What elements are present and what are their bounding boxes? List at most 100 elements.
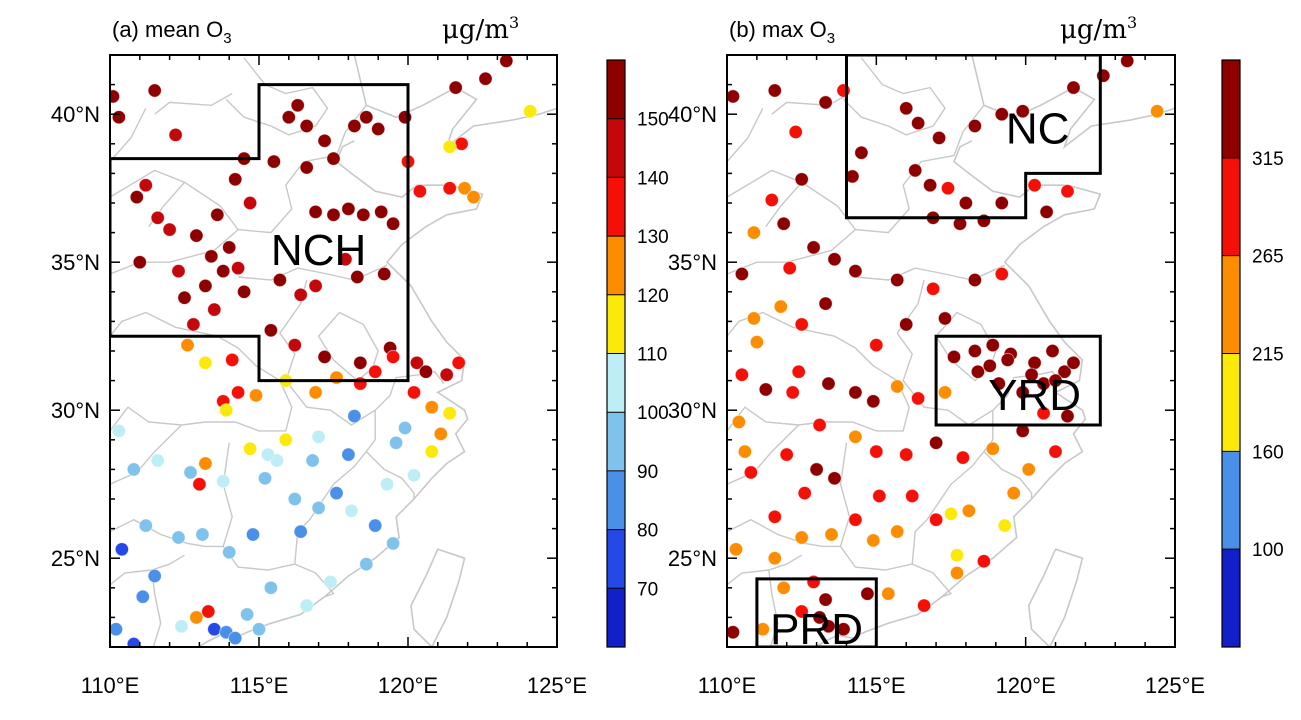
station-point	[734, 266, 749, 281]
station-point	[412, 184, 427, 199]
station-point	[1027, 355, 1042, 370]
station-point	[192, 477, 207, 492]
province-boundary	[983, 451, 1033, 499]
colorbar-segment	[607, 412, 625, 472]
colorbar-label: 315	[1252, 149, 1284, 170]
x-tick-label: 110°E	[698, 673, 757, 698]
station-point	[848, 264, 863, 279]
colorbar-segment	[607, 588, 625, 648]
station-point	[374, 204, 389, 219]
station-point	[767, 83, 782, 98]
station-point	[293, 287, 308, 302]
station-point	[326, 151, 341, 166]
province-boundary	[935, 311, 997, 382]
coastline-segment	[971, 55, 1175, 150]
province-boundary	[771, 92, 850, 115]
station-point	[944, 506, 959, 521]
station-point	[961, 503, 976, 518]
station-point	[779, 447, 794, 462]
station-point	[1120, 55, 1135, 68]
station-point	[836, 83, 851, 98]
panel-title: (b) max O3	[729, 17, 835, 47]
province-boundary	[727, 424, 800, 485]
colorbar: 100 160 215 265 315	[1221, 59, 1284, 648]
y-tick-label: 30°N	[51, 398, 100, 423]
station-point	[171, 264, 186, 279]
station-point	[1006, 486, 1021, 501]
station-point	[174, 619, 189, 634]
station-point	[812, 417, 827, 432]
colorbar-segment	[607, 470, 625, 530]
unit-label: μg/m3	[442, 13, 519, 45]
station-point	[195, 527, 210, 542]
colorbar-label: 130	[637, 227, 669, 248]
station-point	[782, 261, 797, 276]
station-point	[727, 89, 740, 104]
colorbar-label: 140	[637, 168, 669, 189]
station-point	[126, 462, 141, 477]
station-point	[186, 317, 201, 332]
station-point	[764, 192, 779, 207]
station-point	[994, 107, 1009, 122]
station-point	[929, 435, 944, 450]
station-point	[171, 530, 186, 545]
colorbar-segment	[607, 529, 625, 589]
map-frame	[109, 54, 558, 648]
station-point	[836, 622, 851, 637]
map-area: NC YRD PRD	[727, 55, 1175, 647]
station-point	[347, 409, 362, 424]
station-point	[129, 190, 144, 205]
station-point	[162, 222, 177, 237]
station-point	[454, 136, 469, 151]
station-point	[308, 385, 323, 400]
province-boundary	[727, 311, 856, 349]
station-point	[126, 637, 141, 647]
axis-ticks	[109, 54, 558, 648]
station-point	[1024, 367, 1039, 382]
x-tick-label: 125°E	[527, 673, 587, 698]
colorbar-label: 265	[1252, 247, 1284, 268]
station-point	[776, 216, 791, 231]
station-point	[737, 444, 752, 459]
province-boundary	[855, 264, 1006, 281]
province-boundary	[279, 279, 308, 334]
station-point	[821, 376, 836, 391]
station-point	[854, 145, 869, 160]
province-boundary	[110, 554, 185, 586]
station-point	[138, 178, 153, 193]
station-point	[147, 83, 162, 98]
station-point	[150, 453, 165, 468]
station-point	[287, 338, 302, 353]
station-point	[245, 527, 260, 542]
colorbar-segment	[607, 353, 625, 413]
station-point	[110, 89, 120, 104]
station-point	[794, 317, 809, 332]
station-point	[955, 450, 970, 465]
station-point	[1015, 385, 1030, 400]
y-tick-label: 25°N	[668, 546, 717, 571]
province-boundary	[843, 57, 946, 136]
station-point	[347, 119, 362, 134]
station-point	[872, 488, 887, 503]
station-point	[225, 352, 240, 367]
station-point	[204, 249, 219, 264]
station-point	[409, 355, 424, 370]
station-point	[350, 269, 365, 284]
station-point	[967, 119, 982, 134]
province-boundary	[727, 518, 841, 548]
station-point	[976, 554, 991, 569]
station-point	[746, 225, 761, 240]
y-tick-label: 40°N	[51, 102, 100, 127]
station-point	[767, 551, 782, 566]
taiwan-outline	[410, 548, 466, 647]
region-outline	[934, 334, 1102, 427]
axis-tick-labels: 110°E 115°E 120°E 125°E 25°N 30°N 35°N 40°N	[51, 102, 587, 698]
province-boundary	[317, 311, 379, 382]
colorbar: 70 80 90 100 110 120 130 140 150	[606, 59, 669, 648]
station-points	[727, 55, 1165, 640]
station-point	[299, 119, 314, 134]
colorbar-segment	[1222, 549, 1240, 648]
province-boundary	[238, 154, 337, 234]
station-point	[899, 101, 914, 116]
